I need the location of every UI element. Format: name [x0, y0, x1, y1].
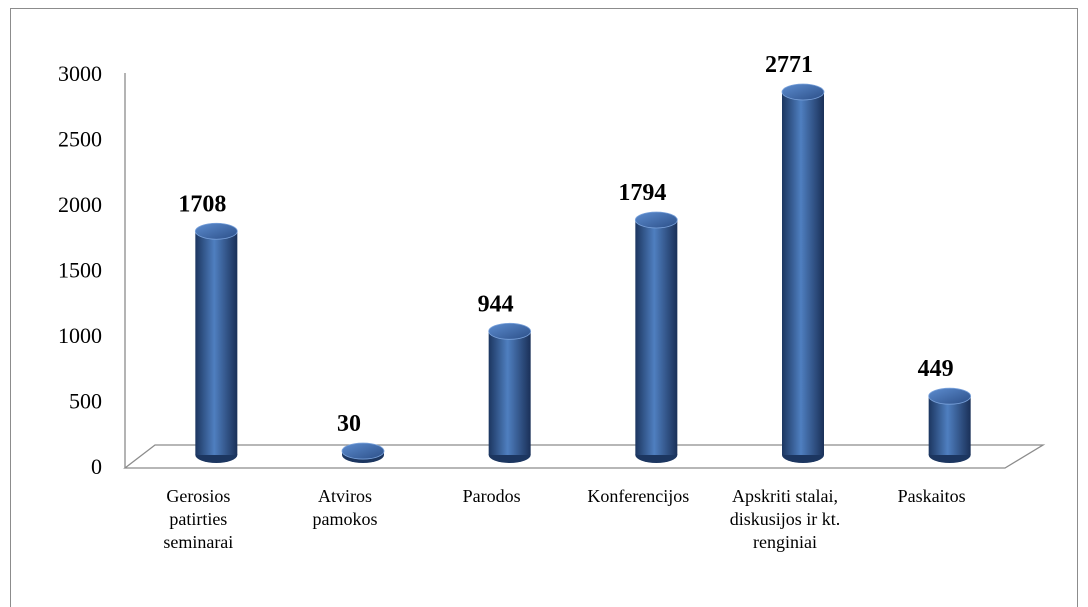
y-tick-label: 0 [91, 454, 102, 479]
bar [195, 231, 238, 455]
x-tick-label: Parodos [462, 486, 521, 506]
y-tick-label: 500 [69, 389, 102, 414]
chart-frame [10, 8, 1078, 607]
bar-top [781, 83, 825, 101]
bar [488, 331, 531, 455]
x-tick-label: Konferencijos [587, 486, 690, 506]
y-tick-label: 1000 [58, 323, 102, 348]
value-label: 1708 [178, 191, 226, 217]
y-tick-label: 2500 [58, 127, 102, 152]
x-tick-label: Atviros pamokos [312, 486, 378, 529]
value-label: 1794 [618, 180, 666, 206]
value-label: 944 [478, 291, 514, 317]
bar-top [634, 211, 678, 229]
bar [782, 91, 824, 456]
floor [123, 444, 1046, 469]
bar-top [194, 222, 238, 240]
value-label: 2771 [765, 52, 813, 78]
x-tick-label: Apskriti stalai, diskusijos ir kt. rengi… [729, 486, 841, 552]
bar-top [928, 387, 972, 405]
bar-top [341, 442, 385, 460]
value-label: 30 [337, 411, 361, 437]
y-tick-label: 3000 [58, 61, 102, 86]
x-tick-label: Gerosios patirties seminarai [163, 486, 234, 552]
bar [928, 396, 971, 455]
x-tick-label: Paskaitos [897, 486, 966, 506]
y-tick-label: 1500 [58, 258, 102, 283]
y-tick-label: 2000 [58, 192, 102, 217]
value-label: 449 [918, 356, 954, 382]
bar-top [488, 322, 532, 340]
bar [635, 219, 678, 455]
